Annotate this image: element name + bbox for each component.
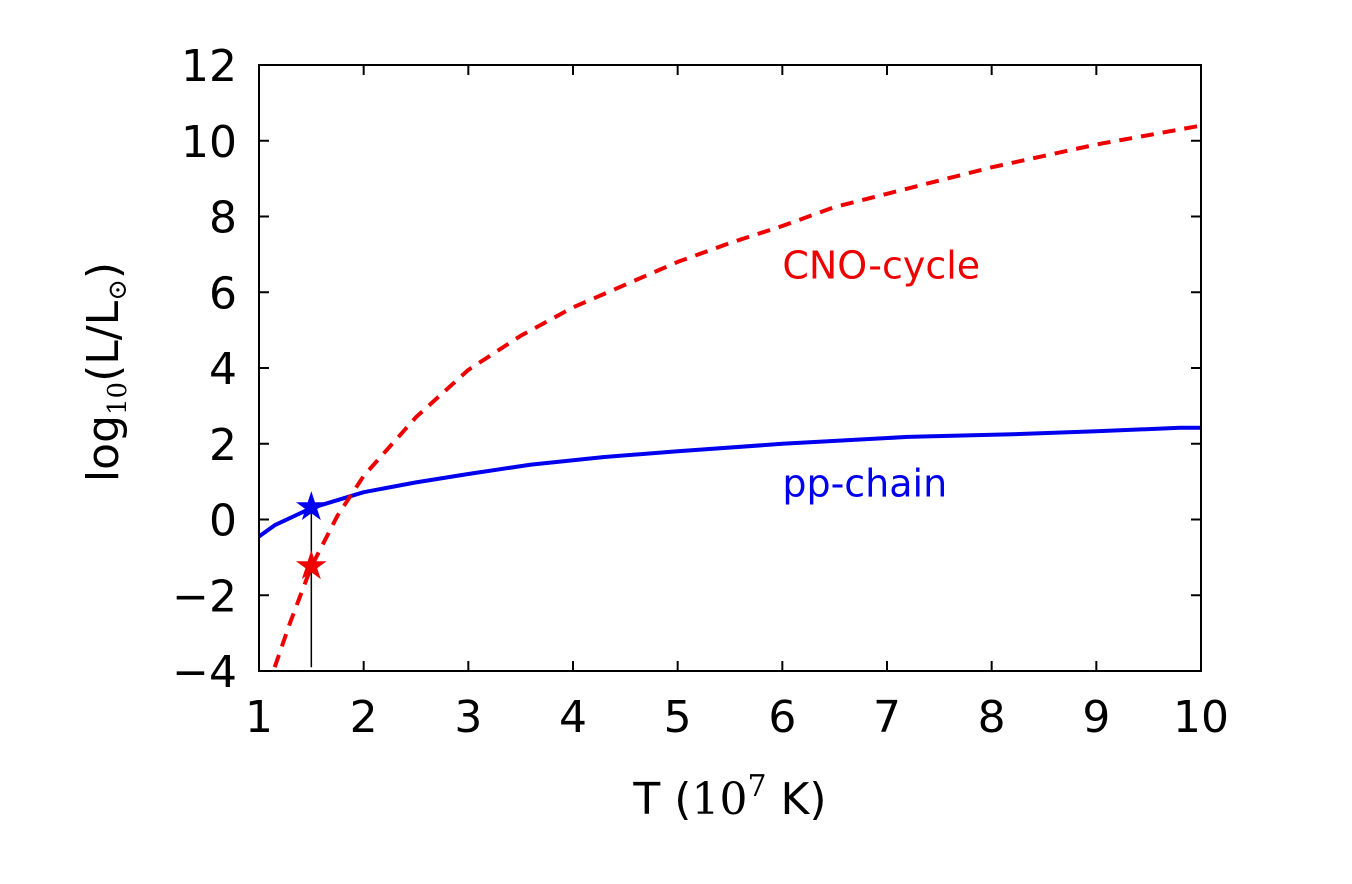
y-axis-label-middle: (L/L bbox=[78, 300, 129, 382]
y-axis-label-prefix: log bbox=[78, 415, 129, 482]
axis-ticks bbox=[258, 64, 1202, 672]
y-axis-label-subscript: 10 bbox=[103, 382, 133, 415]
y-tick-label: 8 bbox=[209, 193, 237, 244]
y-tick-label: 2 bbox=[209, 420, 237, 471]
x-tick-label: 3 bbox=[454, 692, 482, 743]
x-tick-label: 10 bbox=[1173, 692, 1229, 743]
x-tick-label: 9 bbox=[1082, 692, 1110, 743]
star-marker-CNO-cycle: ★ bbox=[293, 543, 329, 589]
y-tick-label: −4 bbox=[172, 647, 237, 698]
plot-markers: ★★ bbox=[293, 484, 329, 589]
y-axis-label-sun-subscript: ⊙ bbox=[103, 279, 133, 301]
y-tick-label: 6 bbox=[209, 268, 237, 319]
y-axis-label: log10(L/L⊙) bbox=[78, 262, 133, 482]
y-tick-label: −2 bbox=[172, 571, 237, 622]
series-line-pp-chain bbox=[259, 425, 1201, 539]
star-marker-pp-chain: ★ bbox=[293, 484, 329, 530]
x-axis-label-suffix: K) bbox=[767, 774, 827, 825]
y-tick-labels: −4 −2 0 2 4 6 8 10 12 bbox=[172, 41, 237, 698]
series-line-CNO-cycle bbox=[272, 123, 1201, 668]
x-axis-label-base: 10 bbox=[691, 774, 747, 825]
x-tick-label: 7 bbox=[873, 692, 901, 743]
annotation-CNO-cycle: CNO-cycle bbox=[782, 244, 980, 288]
y-tick-label: 0 bbox=[209, 496, 237, 547]
plot-annotations: CNO-cycle pp-chain bbox=[782, 244, 980, 506]
plot-frame bbox=[258, 64, 1202, 672]
y-tick-label: 10 bbox=[181, 117, 237, 168]
plot-lines bbox=[259, 123, 1201, 668]
x-axis-label-prefix: T ( bbox=[632, 774, 691, 825]
annotation-pp-chain: pp-chain bbox=[782, 462, 947, 506]
y-tick-label: 12 bbox=[181, 41, 237, 92]
x-tick-label: 8 bbox=[978, 692, 1006, 743]
y-tick-label: 4 bbox=[209, 344, 237, 395]
x-axis-label-exponent: 7 bbox=[747, 769, 766, 804]
x-tick-label: 2 bbox=[350, 692, 378, 743]
x-tick-label: 1 bbox=[245, 692, 273, 743]
x-tick-label: 4 bbox=[559, 692, 587, 743]
x-tick-labels: 1 2 3 4 5 6 7 8 9 10 bbox=[245, 692, 1229, 743]
y-axis-label-suffix: ) bbox=[78, 262, 129, 279]
x-axis-label: T (107 K) bbox=[632, 769, 826, 825]
x-tick-label: 5 bbox=[664, 692, 692, 743]
x-tick-label: 6 bbox=[768, 692, 796, 743]
